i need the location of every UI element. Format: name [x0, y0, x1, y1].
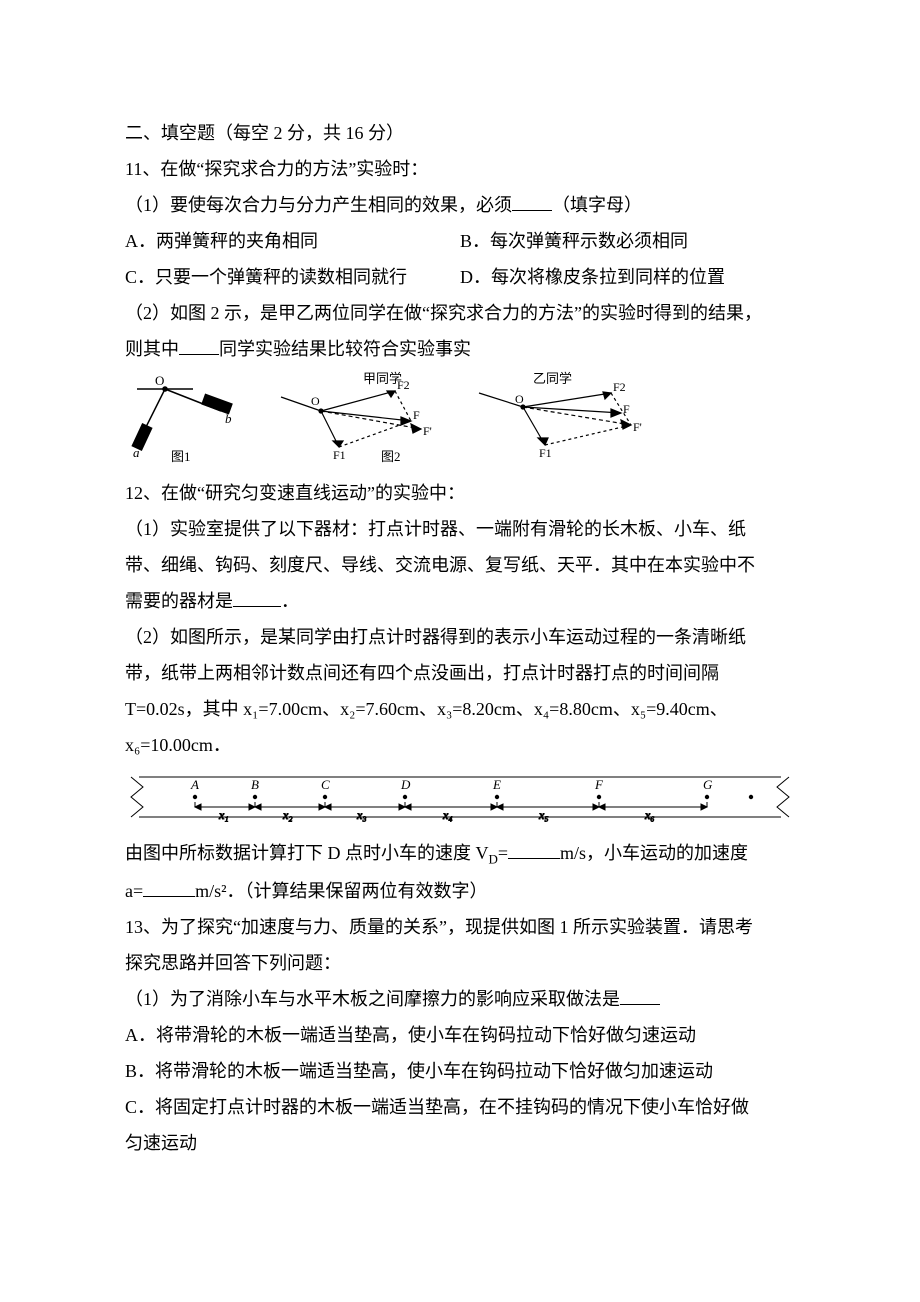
- tape-x4: x₄: [442, 808, 453, 822]
- q13-optCb: 匀速运动: [125, 1125, 795, 1161]
- q11-optC: C．只要一个弹簧秤的读数相同就行: [125, 259, 460, 295]
- tape-F: F: [594, 777, 604, 792]
- q11-part2-c: 同学实验结果比较符合实验事实: [219, 339, 471, 359]
- q12-qb-a: a=: [125, 881, 143, 901]
- q11-part1: （1）要使每次合力与分力产生相同的效果，必须 （填字母）: [125, 187, 795, 223]
- fig2-label: 图2: [381, 449, 401, 463]
- q11-figure-row: O a b 图1 甲同学: [125, 371, 661, 463]
- q13-stem-a: 13、为了探究“加速度与力、质量的关系”，现提供如图 1 所示实验装置．请思考: [125, 909, 795, 945]
- q13-p1-text: （1）为了消除小车与水平木板之间摩擦力的影响应采取做法是: [125, 989, 620, 1009]
- section-title: 二、填空题（每空 2 分，共 16 分）: [125, 115, 795, 151]
- tape-A: A: [190, 777, 199, 792]
- q11-fig2b: 乙同学 O F2 F1: [471, 371, 661, 463]
- blank: [143, 877, 195, 897]
- q12-qa-eq: =: [498, 843, 508, 863]
- label-Fpa: F': [423, 424, 432, 438]
- label-O3: O: [515, 392, 524, 406]
- q11-part1-tail: （填字母）: [552, 195, 642, 215]
- label-F2a: F2: [397, 378, 410, 392]
- q11-optB: B．每次弹簧秤示数必须相同: [460, 223, 795, 259]
- q12-p2b: 带，纸带上两相邻计数点间还有四个点没画出，打点计时器打点的时间间隔: [125, 655, 795, 691]
- tape-x1: x₁: [218, 808, 229, 822]
- q13-optA: A．将带滑轮的木板一端适当垫高，使小车在钩码拉动下恰好做匀速运动: [125, 1017, 795, 1053]
- tape-x2: x₂: [282, 808, 293, 822]
- tape-C: C: [321, 777, 330, 792]
- q11-options-row2: C．只要一个弹簧秤的读数相同就行 D．每次将橡皮条拉到同样的位置: [125, 259, 795, 295]
- label-Fpb: F': [633, 420, 642, 434]
- q12-p2c: T=0.02s，其中 x₁=7.00cm、x₂=7.60cm、x₃=8.20cm…: [125, 691, 795, 727]
- tape-x5: x₅: [538, 808, 549, 822]
- tape-B: B: [251, 777, 259, 792]
- q11-part2-b: 则其中 同学实验结果比较符合实验事实: [125, 331, 795, 367]
- q11-part1-text: （1）要使每次合力与分力产生相同的效果，必须: [125, 195, 512, 215]
- q12-qa-text: 由图中所标数据计算打下 D 点时小车的速度 V: [125, 843, 489, 863]
- q13-optB: B．将带滑轮的木板一端适当垫高，使小车在钩码拉动下恰好做匀加速运动: [125, 1053, 795, 1089]
- tape-G: G: [703, 777, 713, 792]
- fig1-label: 图1: [171, 449, 191, 463]
- q11-stem: 11、在做“探究求合力的方法”实验时：: [125, 151, 795, 187]
- blank: [620, 985, 660, 1005]
- q12-qb-unit: m/s²．（计算结果保留两位有效数字）: [195, 881, 487, 901]
- caption-b: 乙同学: [533, 371, 572, 386]
- q11-optD: D．每次将橡皮条拉到同样的位置: [460, 259, 795, 295]
- label-F2b: F2: [613, 380, 626, 394]
- q12-p1c-tail: ．: [281, 591, 299, 611]
- q12-p2a: （2）如图所示，是某同学由打点计时器得到的表示小车运动过程的一条清晰纸: [125, 619, 795, 655]
- tape-x3: x₃: [356, 808, 367, 822]
- blank: [233, 587, 281, 607]
- q11-fig1: O a b 图1: [125, 371, 255, 463]
- q13-optCa: C．将固定打点计时器的木板一端适当垫高，在不挂钩码的情况下使小车恰好做: [125, 1089, 795, 1125]
- label-b: b: [225, 411, 232, 426]
- q12-p1c: 需要的器材是 ．: [125, 583, 795, 619]
- label-a: a: [133, 445, 140, 460]
- q11-fig2a: 甲同学 O F2 F1: [273, 371, 453, 463]
- label-Fb: F: [623, 402, 630, 416]
- q12-p2d: x₆=10.00cm．: [125, 727, 795, 763]
- q13-stem-b: 探究思路并回答下列问题：: [125, 945, 795, 981]
- label-F1b: F1: [539, 446, 552, 460]
- tape-x6: x₆: [644, 808, 655, 822]
- label-O: O: [155, 373, 164, 388]
- q11-optA: A．两弹簧秤的夹角相同: [125, 223, 460, 259]
- q11-part2-b-text: 则其中: [125, 339, 179, 359]
- q12-qa-unit: m/s，小车运动的加速度: [560, 843, 748, 863]
- label-F1a: F1: [333, 448, 346, 462]
- q11-part2-a: （2）如图 2 示，是甲乙两位同学在做“探究求合力的方法”的实验时得到的结果，: [125, 295, 795, 331]
- tape-E: E: [492, 777, 501, 792]
- q12-p1c-text: 需要的器材是: [125, 591, 233, 611]
- q12-qa-sub: D: [489, 852, 498, 867]
- q11-options-row1: A．两弹簧秤的夹角相同 B．每次弹簧秤示数必须相同: [125, 223, 795, 259]
- blank: [508, 839, 560, 859]
- q12-tape-figure: A B C D E F G x₁ x₂ x₃ x₄ x₅: [125, 769, 795, 829]
- q12-qb: a= m/s²．（计算结果保留两位有效数字）: [125, 873, 795, 909]
- label-O2: O: [311, 394, 320, 408]
- blank: [179, 335, 219, 355]
- blank: [512, 191, 552, 211]
- q12-p1a: （1）实验室提供了以下器材：打点计时器、一端附有滑轮的长木板、小车、纸: [125, 511, 795, 547]
- q12-qa: 由图中所标数据计算打下 D 点时小车的速度 VD= m/s，小车运动的加速度: [125, 835, 795, 873]
- label-Fa: F: [413, 408, 420, 422]
- q12-stem: 12、在做“研究匀变速直线运动”的实验中：: [125, 475, 795, 511]
- q12-p1b: 带、细绳、钩码、刻度尺、导线、交流电源、复写纸、天平．其中在本实验中不: [125, 547, 795, 583]
- q13-p1: （1）为了消除小车与水平木板之间摩擦力的影响应采取做法是: [125, 981, 795, 1017]
- tape-D: D: [400, 777, 411, 792]
